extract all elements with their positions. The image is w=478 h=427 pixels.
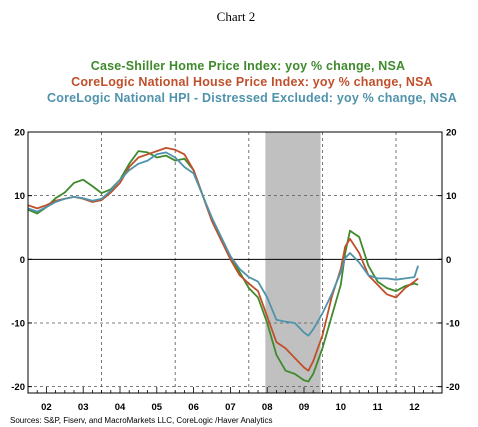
y-tick-label-left: 20 bbox=[14, 128, 25, 139]
y-tick-label-right: 10 bbox=[446, 191, 457, 202]
x-tick-label: 05 bbox=[152, 402, 163, 413]
x-tick-label: 08 bbox=[262, 402, 273, 413]
x-tick-label: 10 bbox=[336, 402, 347, 413]
y-tick-label-left: -10 bbox=[11, 318, 25, 329]
series-line-3 bbox=[27, 151, 419, 337]
x-tick-label: 12 bbox=[409, 402, 420, 413]
series-line-2 bbox=[27, 147, 419, 372]
legend-entry-case-shiller: Case-Shiller Home Price Index: yoy % cha… bbox=[91, 59, 406, 73]
legend-entry-corelogic: CoreLogic National House Price Index: yo… bbox=[71, 75, 433, 89]
chart-title: Chart 2 bbox=[217, 9, 256, 24]
x-tick-label: 06 bbox=[188, 402, 199, 413]
y-tick-label-right: 0 bbox=[446, 255, 451, 266]
recession-shading bbox=[265, 132, 321, 393]
x-tick-label: 07 bbox=[225, 402, 236, 413]
series-line-1 bbox=[27, 150, 419, 383]
x-tick-label: 09 bbox=[299, 402, 310, 413]
y-tick-label-right: -10 bbox=[446, 318, 460, 329]
x-tick-label: 03 bbox=[78, 402, 89, 413]
y-tick-label-right: -20 bbox=[446, 382, 460, 393]
source-note: Sources: S&P, Fiserv, and MacroMarkets L… bbox=[10, 416, 272, 425]
x-tick-label: 11 bbox=[373, 402, 384, 413]
y-tick-label-left: -20 bbox=[11, 382, 25, 393]
legend-entry-corelogic-distressed-excluded: CoreLogic National HPI - Distressed Excl… bbox=[47, 91, 457, 105]
y-tick-label-left: 10 bbox=[14, 191, 25, 202]
y-tick-label-left: 0 bbox=[20, 255, 25, 266]
y-tick-label-right: 20 bbox=[446, 128, 457, 139]
x-tick-label: 02 bbox=[41, 402, 52, 413]
plot-area: 20 20 10 10 0 0 -10 -10 -20 -20 02 03 04 05 06 07 08 09 10… bbox=[11, 128, 459, 414]
plot-frame bbox=[27, 131, 443, 394]
x-tick-label: 04 bbox=[115, 402, 126, 413]
